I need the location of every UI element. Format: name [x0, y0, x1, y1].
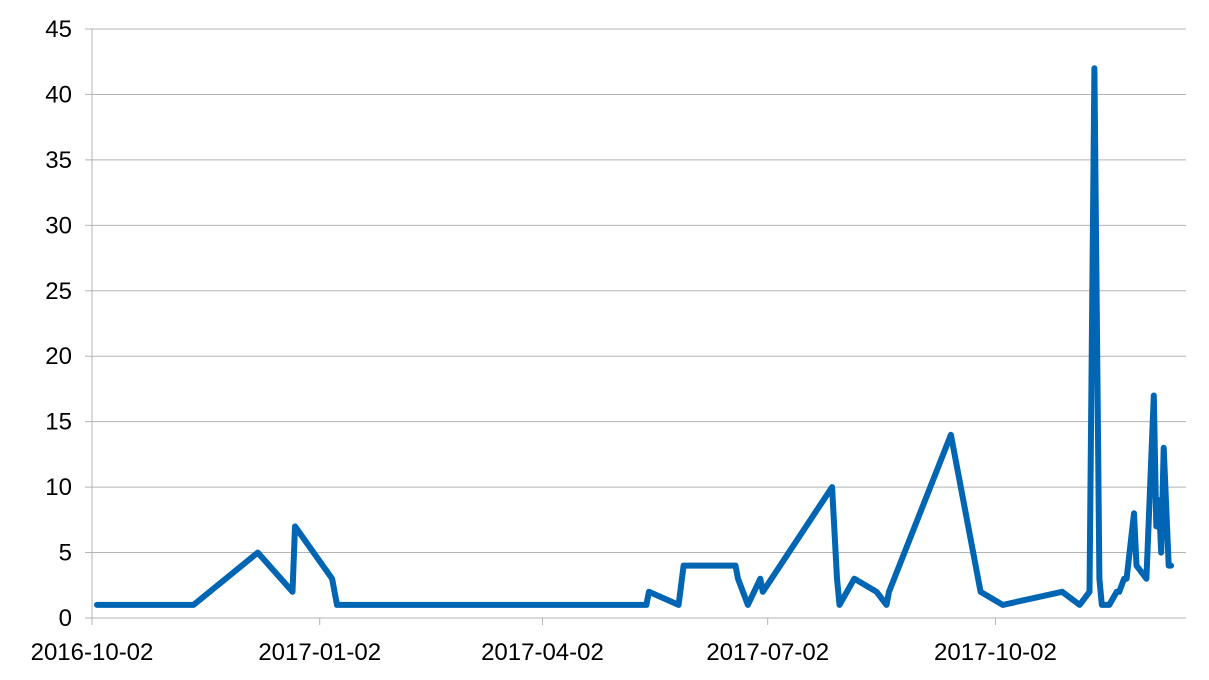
y-tick-label: 25 — [45, 278, 72, 305]
x-tick-label: 2016-10-02 — [31, 639, 154, 666]
y-tick-label: 15 — [45, 409, 72, 436]
y-tick-label: 45 — [45, 16, 72, 43]
gridlines — [92, 28, 1186, 554]
x-tick-label: 2017-07-02 — [706, 639, 829, 666]
series-layer — [94, 65, 1175, 608]
y-tick-label: 40 — [45, 81, 72, 108]
y-tick-label: 0 — [59, 605, 72, 632]
x-tick-label: 2017-04-02 — [481, 639, 604, 666]
y-tick-label: 10 — [45, 474, 72, 501]
y-tick-label: 30 — [45, 212, 72, 239]
y-tick-label: 35 — [45, 147, 72, 174]
axes — [85, 28, 1186, 625]
x-axis-tick-labels: 2016-10-02 2017-01-02 2017-04-02 2017-07-02… — [31, 639, 1057, 666]
series-line — [94, 65, 1175, 608]
y-axis-tick-labels: 0 5 10 15 20 25 30 35 40 45 — [45, 16, 72, 632]
x-tick-label: 2017-01-02 — [258, 639, 381, 666]
y-tick-label: 5 — [59, 540, 72, 567]
x-tick-label: 2017-10-02 — [934, 639, 1057, 666]
y-tick-label: 20 — [45, 343, 72, 370]
